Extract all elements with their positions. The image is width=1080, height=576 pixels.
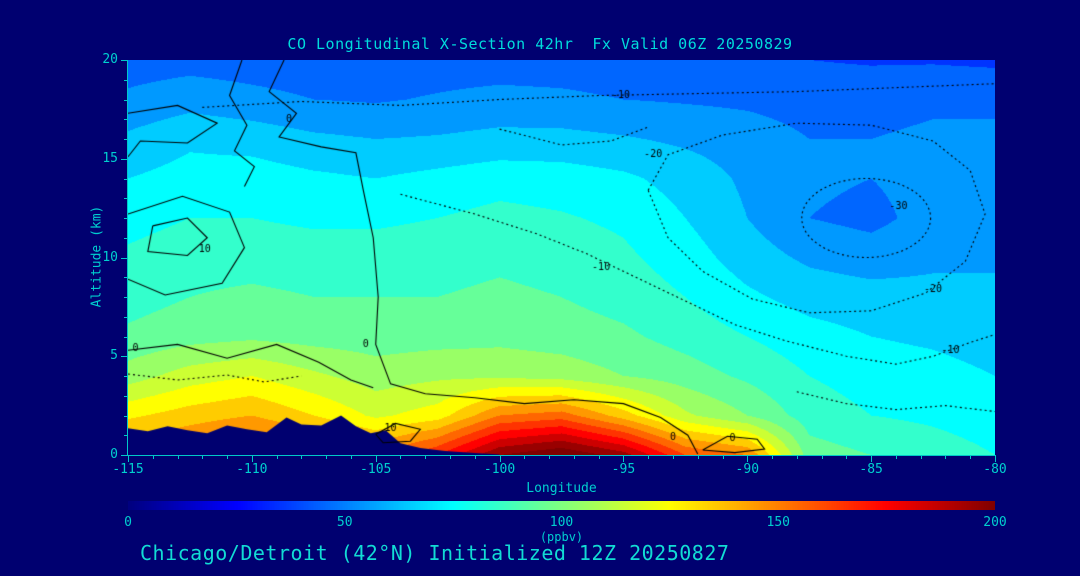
y-minor-tick-mark	[124, 119, 127, 121]
y-minor-tick-mark	[124, 376, 127, 377]
x-minor-tick-mark	[177, 456, 179, 459]
x-tick-label: -105	[360, 462, 392, 477]
x-minor-tick-mark	[326, 456, 328, 459]
x-tick-label: -85	[859, 462, 883, 477]
y-minor-tick-mark	[124, 297, 127, 298]
x-minor-tick-mark	[549, 456, 551, 459]
x-tick-label: -100	[483, 462, 516, 477]
y-minor-tick-mark	[124, 316, 127, 318]
x-minor-tick-mark	[772, 456, 774, 459]
x-minor-tick-mark	[425, 456, 427, 459]
x-minor-tick-mark	[970, 456, 972, 459]
x-axis-line	[127, 455, 996, 456]
colorbar-canvas	[128, 501, 995, 510]
y-minor-tick-mark	[124, 99, 127, 101]
x-minor-tick-mark	[276, 456, 278, 459]
x-minor-tick-mark	[598, 456, 600, 459]
colorbar-tick-label: 50	[336, 515, 353, 530]
y-minor-tick-mark	[124, 237, 127, 239]
x-minor-tick-mark	[524, 456, 526, 459]
y-tick-mark	[121, 455, 127, 456]
x-minor-tick-mark	[227, 456, 229, 459]
x-tick-mark	[128, 456, 129, 462]
x-tick-mark	[375, 456, 377, 462]
x-minor-tick-mark	[672, 456, 674, 459]
y-tick-mark	[121, 60, 127, 61]
x-tick-label: -110	[236, 462, 268, 477]
x-minor-tick-mark	[648, 456, 650, 459]
y-tick-label: 5	[110, 348, 118, 364]
x-tick-label: -90	[735, 462, 760, 477]
y-minor-tick-mark	[124, 218, 127, 219]
x-tick-label: -80	[983, 462, 1007, 477]
x-minor-tick-mark	[821, 456, 823, 459]
x-minor-tick-mark	[697, 456, 699, 459]
y-minor-tick-mark	[124, 336, 127, 338]
x-minor-tick-mark	[722, 456, 724, 459]
y-tick-label: 0	[110, 447, 118, 462]
colorbar-unit-label: (ppbv)	[539, 530, 584, 544]
y-tick-mark	[121, 257, 127, 259]
x-minor-tick-mark	[350, 456, 352, 459]
y-tick-label: 10	[102, 249, 118, 265]
y-tick-mark	[121, 356, 127, 358]
x-tick-mark	[251, 456, 253, 462]
y-tick-label: 15	[102, 150, 118, 166]
y-minor-tick-mark	[124, 435, 127, 437]
colorbar-tick-label: 200	[983, 515, 1007, 530]
caption: Chicago/Detroit (42°N) Initialized 12Z 2…	[140, 541, 730, 565]
chart-title: CO Longitudinal X-Section 42hr Fx Valid …	[287, 35, 793, 53]
x-minor-tick-mark	[450, 456, 452, 459]
x-minor-tick-mark	[920, 456, 922, 459]
colorbar-tick-label: 150	[766, 515, 790, 530]
x-minor-tick-mark	[152, 456, 154, 459]
x-minor-tick-mark	[202, 456, 204, 459]
x-tick-mark	[499, 456, 501, 462]
colorbar-tick-label: 0	[124, 515, 132, 530]
x-axis-label: Longitude	[526, 481, 597, 496]
y-axis-line	[127, 60, 128, 456]
y-minor-tick-mark	[124, 415, 127, 417]
x-minor-tick-mark	[301, 456, 303, 459]
plot-area	[128, 60, 995, 455]
x-minor-tick-mark	[796, 456, 798, 459]
x-tick-mark	[623, 456, 625, 462]
x-tick-label: -115	[112, 462, 144, 477]
colorbar	[128, 501, 995, 510]
y-minor-tick-mark	[124, 277, 127, 279]
x-tick-label: -95	[611, 462, 636, 477]
plot-canvas	[128, 60, 995, 455]
x-tick-mark	[871, 456, 873, 462]
x-minor-tick-mark	[945, 456, 947, 459]
y-minor-tick-mark	[124, 178, 127, 180]
y-minor-tick-mark	[124, 198, 127, 200]
y-minor-tick-mark	[124, 79, 127, 81]
x-tick-mark	[747, 456, 749, 462]
x-tick-mark	[995, 456, 996, 462]
x-minor-tick-mark	[573, 456, 575, 459]
x-minor-tick-mark	[895, 456, 897, 459]
x-minor-tick-mark	[474, 456, 476, 459]
y-minor-tick-mark	[124, 139, 127, 140]
colorbar-tick-label: 100	[549, 515, 574, 530]
x-minor-tick-mark	[846, 456, 848, 459]
y-minor-tick-mark	[124, 395, 127, 397]
y-tick-mark	[121, 158, 127, 160]
x-minor-tick-mark	[400, 456, 402, 459]
y-tick-label: 20	[102, 52, 118, 67]
